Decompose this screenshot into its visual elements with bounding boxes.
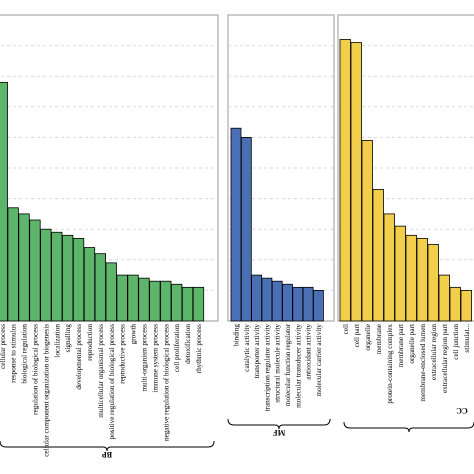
bar-transcription-regulator-activity	[261, 277, 273, 322]
bar-binding	[230, 127, 242, 322]
bar-cellular-process	[0, 81, 8, 322]
tick-label: cell part	[353, 324, 361, 347]
tick-label: organelle	[364, 324, 372, 351]
tick-label: organelle part	[408, 324, 416, 364]
tick-label: membrane part	[397, 324, 405, 367]
bar-positive-regulation-of-biological-process	[105, 262, 117, 322]
tick-label: multicellular organismal process	[97, 324, 105, 418]
tick-label: membrane-enclosed lumen	[419, 324, 427, 402]
bar-cell-proliferation	[170, 283, 183, 322]
bar-reproduction	[83, 247, 96, 322]
bar-multi-organism-process	[138, 277, 150, 322]
tick-label: localization	[53, 324, 61, 358]
tick-label: regulation of biological process	[31, 324, 39, 415]
bar-extracellular-region	[427, 244, 439, 322]
tick-label: cellular component organization or bioge…	[42, 324, 50, 457]
bar-negative-regulation-of-biological-process	[160, 280, 172, 322]
tick-label: biological regulation	[21, 324, 29, 384]
tick-label: extracellular region part	[441, 324, 449, 393]
tick-label: protein-containing complex	[386, 324, 394, 404]
tick-label: growth	[130, 324, 138, 345]
panels-layer: cellular process response to stimulus biol…	[0, 14, 474, 459]
tick-label: negative regulation of biological proces…	[162, 324, 170, 441]
tick-label: reproductive process	[119, 324, 127, 384]
group-label: MF	[273, 428, 286, 437]
tick-label: positive regulation of biological proces…	[108, 324, 116, 440]
bar-growth	[127, 274, 139, 322]
tick-label: rhythmic process	[195, 324, 203, 374]
group-bracket	[227, 418, 331, 430]
bar-organelle	[361, 140, 373, 322]
panel-mf: binding catalytic activity transporter act…	[227, 14, 335, 437]
bar-cellular-component-organization-or-biogenesis	[40, 228, 52, 322]
bar-membrane-enclosed-lumen	[416, 237, 428, 322]
tick-label: molecular carrier activity	[315, 324, 323, 397]
tick-label: cellular process	[0, 324, 7, 369]
bar-localization	[51, 231, 63, 322]
bar-regulation-of-biological-process	[29, 219, 41, 322]
group-label: CC	[456, 406, 468, 415]
tick-label: stimulat...	[463, 324, 471, 353]
tick-label: reproduction	[86, 324, 94, 361]
group-bracket	[343, 421, 474, 433]
bar-organelle-part	[405, 234, 417, 322]
tick-label: immune system process	[151, 324, 159, 393]
bar-immune-system-process	[149, 280, 161, 322]
bar-multicellular-organismal-process	[94, 253, 106, 322]
bar-cell	[339, 39, 351, 322]
tick-label: structural molecule activity	[274, 324, 282, 403]
bar-antioxidant-activity	[302, 286, 314, 322]
tick-label: transcription regulator activity	[263, 324, 271, 412]
bar-response-to-stimulus	[7, 207, 19, 322]
bar-rhythmic-process	[192, 286, 205, 322]
bar-developmental-process	[72, 237, 85, 322]
tick-label: antioxidant activity	[305, 324, 313, 380]
bar-cell-part	[350, 42, 362, 322]
bar-molecular-carrier-activity	[312, 289, 324, 322]
tick-label: detoxification	[184, 324, 192, 364]
tick-label: catalytic activity	[243, 324, 251, 372]
panel-bp: cellular process response to stimulus biol…	[0, 14, 219, 459]
tick-label: response to stimulus	[10, 324, 18, 383]
bar-detoxification	[181, 286, 194, 322]
bar-catalytic-activity	[240, 136, 252, 322]
tick-label: membrane	[375, 324, 383, 354]
bar-extracellular-region-part	[438, 274, 450, 322]
bar-cell-junction	[449, 286, 461, 322]
tick-label: developmental process	[75, 324, 83, 390]
tick-label: transporter activity	[253, 324, 261, 379]
bar-membrane	[372, 189, 384, 322]
tick-label: cell proliferation	[173, 324, 181, 373]
tick-label: molecular function regulator	[284, 323, 292, 406]
tick-label: multi-organism process	[140, 324, 148, 392]
tick-label: signalling	[64, 324, 72, 353]
bar-molecular-function-regulator	[282, 283, 293, 322]
tick-label: molecular transducer activity	[294, 324, 302, 408]
bar-structural-molecule-activity	[271, 280, 283, 322]
bar-signalling	[62, 234, 74, 322]
bar-stimulat-	[460, 289, 472, 322]
tick-label: binding	[233, 324, 241, 346]
bar-biological-regulation	[18, 213, 30, 322]
group-label: BP	[102, 450, 112, 459]
group-bracket	[0, 440, 215, 452]
panel-cc: cell cell part organelle membrane protein-co…	[337, 14, 474, 433]
bar-protein-containing-complex	[383, 213, 395, 322]
bar-molecular-transducer-activity	[292, 286, 304, 322]
tick-label: extracellular region	[430, 324, 438, 380]
bar-transporter-activity	[251, 274, 263, 322]
bar-membrane-part	[394, 225, 406, 322]
tick-label: cell junction	[452, 324, 460, 360]
bar-reproductive-process	[116, 274, 128, 322]
tick-label: cell	[342, 324, 350, 334]
